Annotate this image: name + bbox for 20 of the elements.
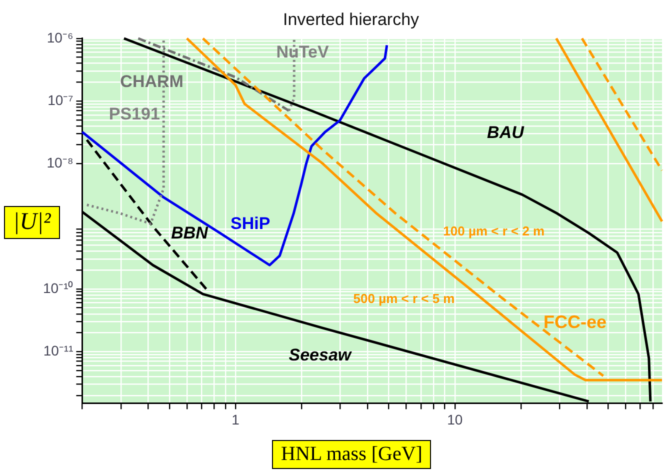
y-axis-title: |U|² — [4, 206, 60, 239]
annotation: FCC-ee — [544, 312, 607, 332]
series-label: SHiP — [230, 214, 270, 234]
y-tick-label: 10⁻⁶ — [46, 29, 74, 46]
chart-title: Inverted hierarchy — [282, 10, 420, 29]
series-label: PS191 — [108, 104, 160, 124]
x-axis-title: HNL mass [GeV] — [272, 440, 432, 469]
y-tick-label: 10⁻⁸ — [46, 154, 74, 171]
x-tick-label: 1 — [232, 411, 240, 428]
series-label: CHARM — [120, 72, 184, 91]
series-label: 500 µm < r < 5 m — [353, 290, 455, 306]
series-label: Seesaw — [288, 345, 353, 364]
y-tick-label: 10⁻¹¹ — [43, 342, 74, 358]
x-tick-label: 10 — [447, 411, 463, 428]
y-tick-label: 10⁻⁷ — [48, 92, 74, 108]
series-label: NuTeV — [276, 42, 330, 62]
text: BAU — [487, 122, 525, 142]
series-label: BBN — [171, 223, 209, 242]
series-label: 100 µm < r < 2 m — [443, 223, 545, 238]
y-tick-label: 10⁻¹⁰ — [43, 280, 74, 296]
